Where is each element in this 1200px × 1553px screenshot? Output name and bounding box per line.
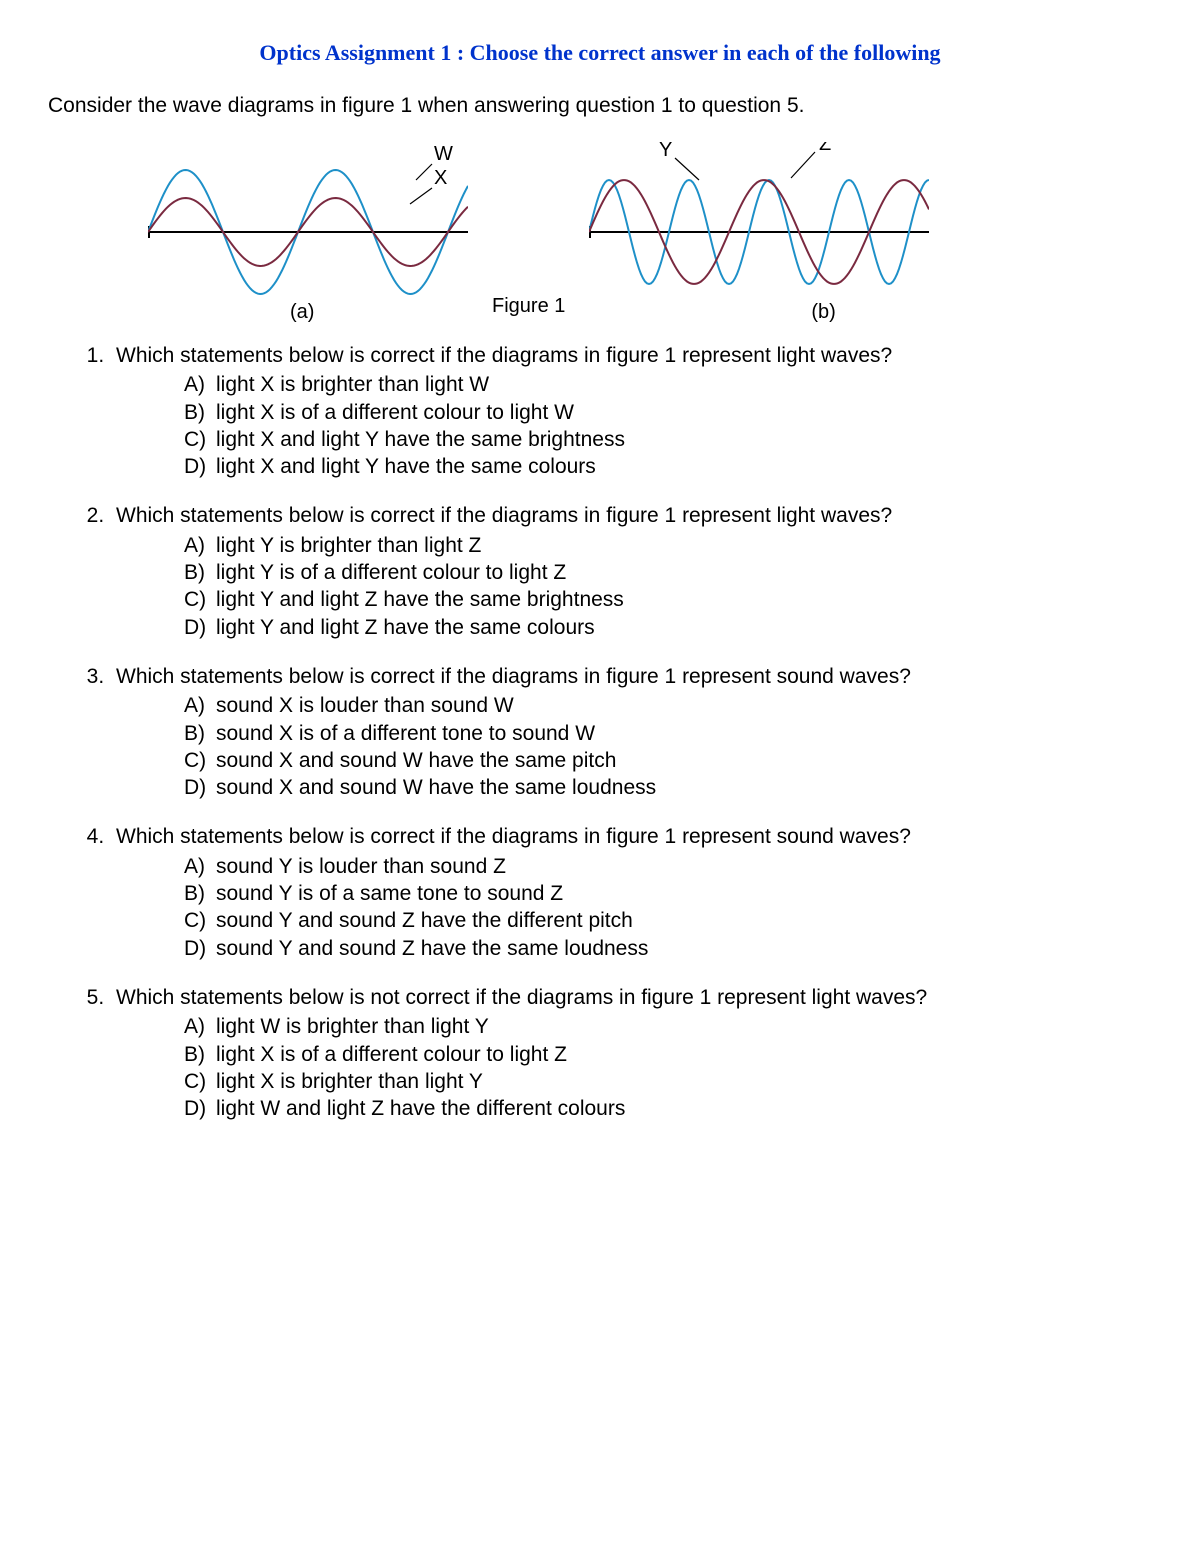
option-letter: B) [184,1041,210,1068]
option-text: sound X is of a different tone to sound … [216,720,595,747]
wave-label-W: W [434,143,453,165]
option-text: sound X and sound W have the same pitch [216,747,616,774]
worksheet-page: Optics Assignment 1 : Choose the correct… [0,0,1200,1184]
option-text: light X is of a different colour to ligh… [216,1041,567,1068]
option-letter: D) [184,935,210,962]
option-text: light Y and light Z have the same bright… [216,586,624,613]
option-letter: D) [184,453,210,480]
option-B: B)light X is of a different colour to li… [184,1041,1152,1068]
option-B: B)light X is of a different colour to li… [184,399,1152,426]
option-C: C)light Y and light Z have the same brig… [184,586,1152,613]
question-2: Which statements below is correct if the… [110,502,1152,640]
option-C: C)sound X and sound W have the same pitc… [184,747,1152,774]
figure-1: WX (a) Figure 1 YZ (b) [148,142,1152,322]
option-A: A)light Y is brighter than light Z [184,532,1152,559]
option-letter: B) [184,720,210,747]
option-C: C)sound Y and sound Z have the different… [184,907,1152,934]
option-letter: D) [184,1095,210,1122]
option-letter: B) [184,880,210,907]
option-text: sound Y is of a same tone to sound Z [216,880,563,907]
question-4: Which statements below is correct if the… [110,823,1152,961]
option-text: light X is of a different colour to ligh… [216,399,574,426]
option-letter: C) [184,907,210,934]
option-letter: C) [184,426,210,453]
option-letter: A) [184,1013,210,1040]
intro-text: Consider the wave diagrams in figure 1 w… [48,94,1152,118]
question-stem: Which statements below is correct if the… [116,504,892,527]
option-text: light W and light Z have the different c… [216,1095,625,1122]
option-D: D)sound X and sound W have the same loud… [184,774,1152,801]
option-letter: D) [184,774,210,801]
page-title: Optics Assignment 1 : Choose the correct… [48,40,1152,66]
option-text: sound Y is louder than sound Z [216,853,506,880]
option-A: A)light W is brighter than light Y [184,1013,1152,1040]
option-A: A)light X is brighter than light W [184,371,1152,398]
question-stem: Which statements below is correct if the… [116,825,911,848]
option-D: D)light X and light Y have the same colo… [184,453,1152,480]
option-text: light X and light Y have the same colour… [216,453,596,480]
option-letter: B) [184,559,210,586]
option-text: light X is brighter than light Y [216,1068,483,1095]
option-letter: A) [184,371,210,398]
option-text: light Y is of a different colour to ligh… [216,559,566,586]
question-3: Which statements below is correct if the… [110,663,1152,801]
panel-a-sublabel: (a) [290,301,314,324]
option-text: light X and light Y have the same bright… [216,426,625,453]
option-text: light Y is brighter than light Z [216,532,481,559]
question-1: Which statements below is correct if the… [110,342,1152,480]
option-letter: B) [184,399,210,426]
question-5: Which statements below is not correct if… [110,984,1152,1122]
option-D: D)light W and light Z have the different… [184,1095,1152,1122]
option-text: light X is brighter than light W [216,371,489,398]
question-stem: Which statements below is not correct if… [116,986,927,1009]
option-text: light W is brighter than light Y [216,1013,489,1040]
option-text: light Y and light Z have the same colour… [216,614,595,641]
question-stem: Which statements below is correct if the… [116,665,911,688]
questions-block: Which statements below is correct if the… [48,342,1152,1122]
figure-caption: Figure 1 [492,295,565,322]
wave-label-Y: Y [659,142,672,161]
option-text: sound Y and sound Z have the different p… [216,907,633,934]
option-letter: A) [184,532,210,559]
panel-b-sublabel: (b) [811,301,835,324]
wave-diagram-a: WX [148,142,468,322]
wave-diagram-b: YZ [589,142,929,322]
option-letter: A) [184,692,210,719]
option-letter: C) [184,747,210,774]
option-B: B)light Y is of a different colour to li… [184,559,1152,586]
question-stem: Which statements below is correct if the… [116,344,892,367]
option-letter: A) [184,853,210,880]
option-text: sound Y and sound Z have the same loudne… [216,935,648,962]
option-letter: D) [184,614,210,641]
option-D: D)sound Y and sound Z have the same loud… [184,935,1152,962]
option-D: D)light Y and light Z have the same colo… [184,614,1152,641]
option-C: C)light X and light Y have the same brig… [184,426,1152,453]
option-letter: C) [184,1068,210,1095]
figure-1-panel-a: WX (a) [148,142,468,322]
figure-1-panel-b: YZ (b) [589,142,929,322]
wave-label-X: X [434,167,447,189]
option-B: B)sound X is of a different tone to soun… [184,720,1152,747]
option-letter: C) [184,586,210,613]
option-B: B)sound Y is of a same tone to sound Z [184,880,1152,907]
option-text: sound X and sound W have the same loudne… [216,774,656,801]
option-C: C)light X is brighter than light Y [184,1068,1152,1095]
wave-label-Z: Z [819,142,831,155]
option-text: sound X is louder than sound W [216,692,514,719]
option-A: A)sound Y is louder than sound Z [184,853,1152,880]
option-A: A)sound X is louder than sound W [184,692,1152,719]
